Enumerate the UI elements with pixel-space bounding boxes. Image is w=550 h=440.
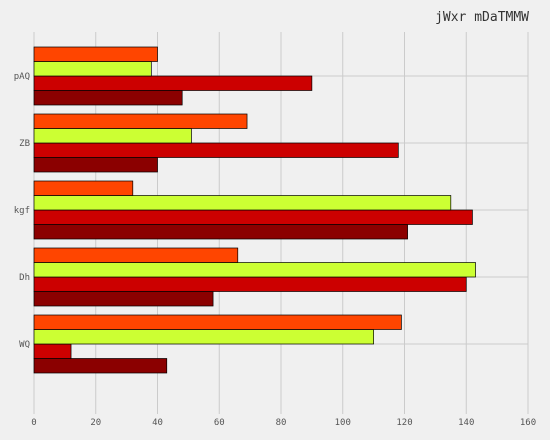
bar	[33, 180, 134, 196]
x-tick-label: 40	[152, 418, 163, 428]
x-tick-label: 100	[335, 418, 351, 428]
y-tick-label: WQ	[19, 340, 30, 350]
y-tick-label: kgf	[14, 206, 30, 216]
bar	[33, 75, 313, 91]
bar	[33, 224, 408, 240]
x-tick-label: 0	[31, 418, 36, 428]
bar	[33, 142, 399, 158]
bar	[33, 209, 473, 225]
x-tick-label: 140	[458, 418, 474, 428]
y-tick-label: ZB	[19, 139, 30, 149]
bar	[33, 113, 248, 129]
bar	[33, 314, 402, 330]
x-tick-label: 120	[396, 418, 412, 428]
bar	[33, 262, 476, 278]
bar	[33, 195, 452, 211]
bars	[33, 46, 476, 374]
bar	[33, 157, 158, 173]
x-tick-label: 160	[520, 418, 536, 428]
bar	[33, 329, 374, 345]
bar	[33, 276, 467, 292]
bar	[33, 128, 192, 144]
x-tick-label: 20	[90, 418, 101, 428]
bar	[33, 61, 152, 77]
y-tick-label: Dh	[19, 273, 30, 283]
x-tick-label: 80	[276, 418, 287, 428]
bar	[33, 358, 168, 374]
chart-title: jWxr mDaTMMW	[435, 10, 529, 25]
bar	[33, 247, 239, 263]
x-tick-label: 60	[214, 418, 225, 428]
bar	[33, 90, 183, 106]
bar	[33, 343, 72, 359]
bar	[33, 291, 214, 307]
y-tick-label: pAQ	[14, 72, 30, 82]
tick-labels: 0 20 40 60 80 100 120 140 160 WQ Dh kgf ZB pAQ	[14, 72, 536, 428]
bar	[33, 46, 158, 62]
